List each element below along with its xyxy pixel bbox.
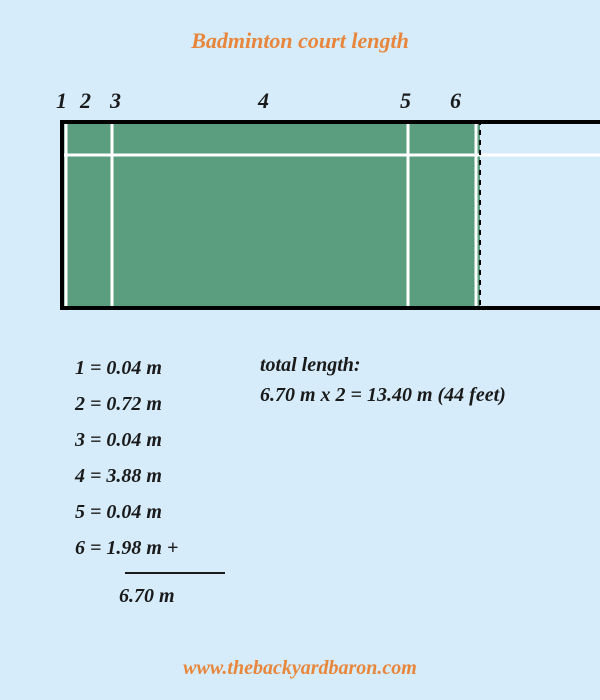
total-heading: total length: (260, 350, 506, 380)
segment-label: 5 (400, 88, 411, 114)
measurement-row: 4 = 3.88 m (75, 458, 225, 494)
total-calc: 6.70 m x 2 = 13.40 m (44 feet) (260, 380, 506, 410)
sum-divider (125, 572, 225, 574)
total-length-block: total length: 6.70 m x 2 = 13.40 m (44 f… (260, 350, 506, 410)
segment-label: 2 (80, 88, 91, 114)
page-title: Badminton court length (0, 0, 600, 54)
court-svg (60, 120, 600, 310)
measurements-list: 1 = 0.04 m2 = 0.72 m3 = 0.04 m4 = 3.88 m… (75, 350, 225, 614)
segment-label: 6 (450, 88, 461, 114)
measurement-row: 5 = 0.04 m (75, 494, 225, 530)
segment-label: 3 (110, 88, 121, 114)
footer-url: www.thebackyardbaron.com (0, 657, 600, 680)
court-diagram (60, 120, 600, 310)
measurement-row: 2 = 0.72 m (75, 386, 225, 422)
segment-labels-row: 123 4 5 6 (0, 88, 600, 118)
segment-label: 1 (56, 88, 67, 114)
segment-label: 4 (258, 88, 269, 114)
measurement-row: 6 = 1.98 m + (75, 530, 225, 566)
measurement-row: 3 = 0.04 m (75, 422, 225, 458)
measurement-row: 1 = 0.04 m (75, 350, 225, 386)
sum-total: 6.70 m (75, 578, 225, 614)
